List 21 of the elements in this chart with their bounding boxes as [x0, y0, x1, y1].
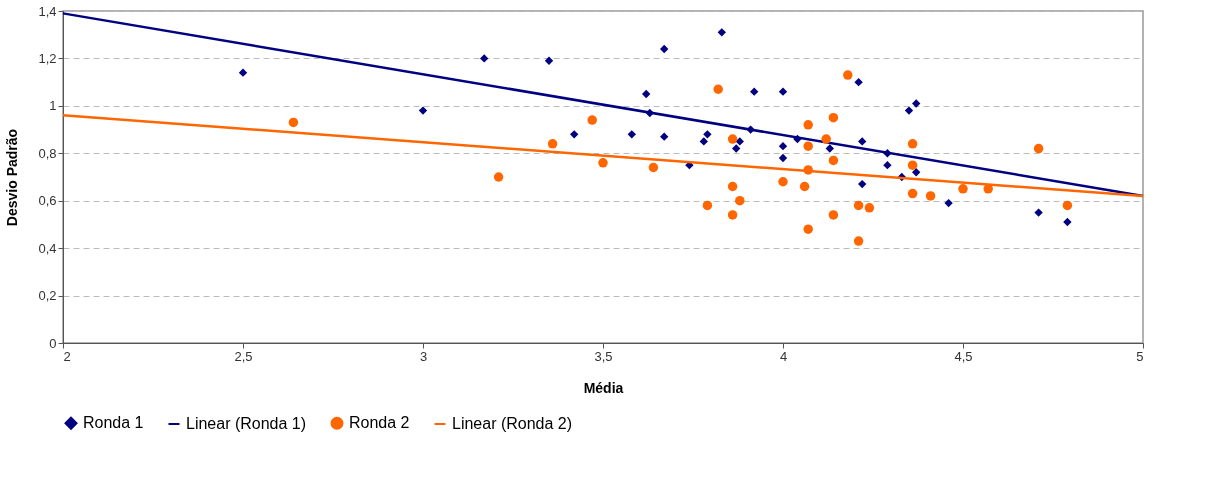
x-tick-label: 2,5 — [234, 348, 253, 364]
x-axis-title: Média — [583, 379, 624, 396]
x-tick-label: 3 — [419, 348, 428, 364]
y-tick-label: 0,4 — [38, 240, 57, 256]
y-tick-label: 0,2 — [38, 288, 57, 304]
y-axis-title: Desvio Padrão — [4, 128, 21, 227]
x-tick-label: 4,5 — [954, 348, 973, 364]
y-tick-label: 1,2 — [38, 50, 57, 66]
x-tick-label: 2 — [63, 348, 71, 364]
x-tick-label: 5 — [1136, 348, 1144, 364]
legend-label: Linear (Ronda 2) — [452, 415, 573, 432]
legend-label: Linear (Ronda 1) — [186, 415, 307, 432]
x-tick-label: 4 — [779, 348, 788, 364]
legend-label: Ronda 1 — [83, 414, 144, 432]
legend-label: Ronda 2 — [349, 414, 410, 432]
y-tick-label: 1,4 — [38, 3, 57, 19]
y-tick-label: 1 — [49, 98, 57, 114]
y-tick-label: 0 — [49, 335, 57, 351]
y-tick-label: 0,6 — [38, 193, 57, 209]
x-tick-label: 3,5 — [594, 348, 613, 364]
y-tick-label: 0,8 — [38, 145, 57, 161]
